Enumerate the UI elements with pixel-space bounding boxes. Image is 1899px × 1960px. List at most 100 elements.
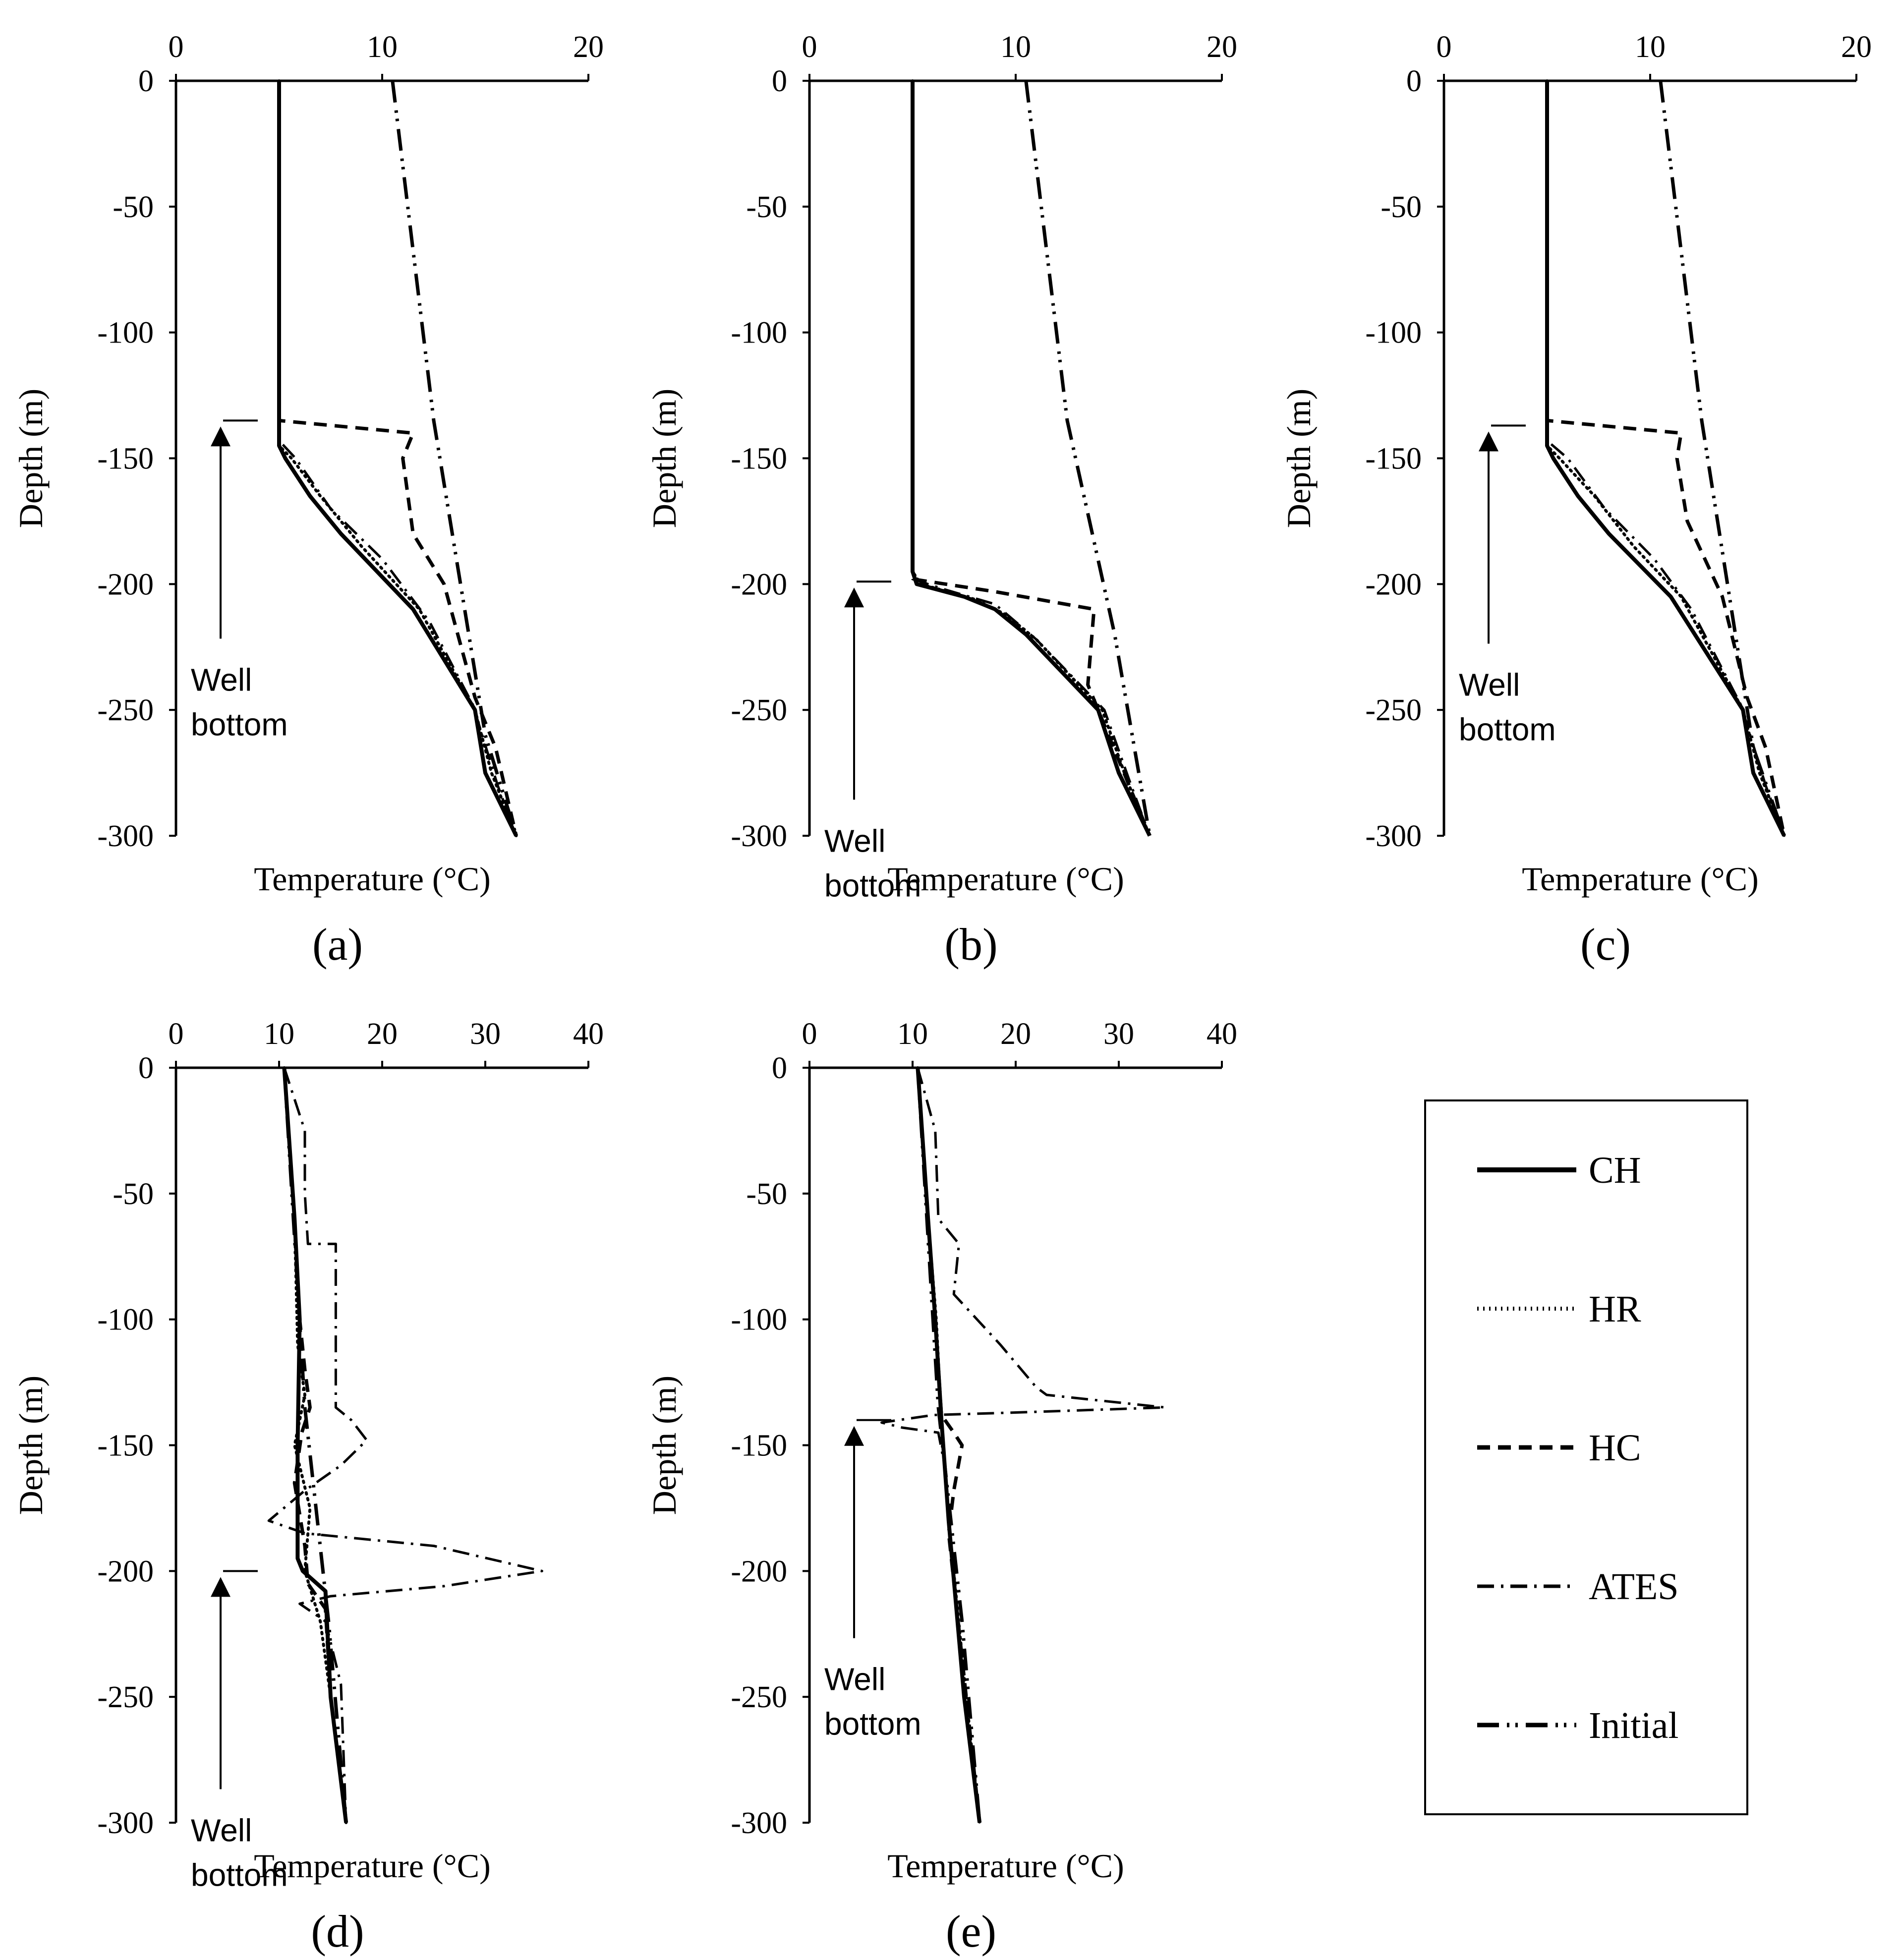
legend-label-ch: CH [1589,1150,1641,1191]
x-tick-label: 40 [573,1017,604,1051]
series-line-ch [282,1067,348,1823]
series-line-initial [282,1067,348,1823]
y-tick-label: -100 [731,1303,787,1337]
y-tick-label: -150 [97,1429,154,1463]
x-tick-label: 20 [573,30,604,64]
series-line-ch [911,81,1151,837]
legend-label-initial: Initial [1589,1705,1679,1746]
y-tick-label: -150 [97,442,154,476]
series-line-ch [916,1067,982,1823]
y-tick-label: -50 [1381,190,1422,224]
y-tick-label: -100 [97,316,154,350]
y-tick-label: -250 [1365,693,1422,727]
well-bottom-label-line1: Well [191,1812,252,1848]
y-tick-label: -300 [731,819,787,853]
series-line-ch [1545,81,1786,837]
chart-panel-2: 0 10 20 0 -50 -100 -150 -200 -250 -300 Temperature… [645,30,1237,970]
series-line-ates [1546,81,1785,836]
x-axis-title: Temperature (°C) [887,1847,1124,1885]
y-tick-label: 0 [1406,64,1422,98]
y-axis-title: Depth (m) [12,1376,50,1515]
y-tick-label: -300 [731,1806,787,1840]
y-axis-title: Depth (m) [645,1376,683,1515]
series-line-initial [916,1067,981,1823]
y-tick-label: -50 [113,1177,154,1211]
y-tick-label: -150 [731,442,787,476]
arrow-head-icon [1479,431,1498,452]
series-line-ates [911,81,1151,836]
well-bottom-label-line1: Well [824,1662,885,1697]
well-bottom-label-line1: Well [191,662,252,697]
series-line-ch [277,81,518,837]
series-line-initial [1024,80,1151,836]
series-line-hr [911,79,1151,837]
well-bottom-label-line2: bottom [824,1706,921,1742]
y-tick-label: -300 [97,1806,154,1840]
arrow-head-icon [211,426,230,447]
series-line-initial [391,80,518,837]
y-tick-label: -100 [731,316,787,350]
chart-panel-5: 0 10 20 30 40 0 -50 -100 -150 -200 -250 -300 Tempera… [645,1017,1237,1957]
y-tick-label: -200 [1365,568,1422,601]
y-tick-label: -100 [1365,316,1422,350]
x-axis-title: Temperature (°C) [1522,860,1758,898]
series-line-hc [916,1067,981,1823]
series-line-hr [278,79,518,837]
x-axis-title: Temperature (°C) [887,860,1124,898]
x-tick-label: 40 [1207,1017,1237,1051]
panel-label: (c) [1580,919,1631,970]
chart-panel-4: 0 10 20 30 40 0 -50 -100 -150 -200 -250 -300 Tempera… [12,1017,604,1957]
legend: CH HR HC ATES Initial [1424,1099,1748,1815]
y-tick-label: -250 [731,693,787,727]
y-tick-label: -50 [746,1177,787,1211]
x-tick-label: 0 [802,30,817,64]
x-tick-label: 10 [367,30,398,64]
x-tick-label: 10 [1635,30,1666,64]
x-tick-label: 10 [264,1017,294,1051]
arrow-head-icon [844,1426,864,1446]
y-tick-label: -50 [113,190,154,224]
x-tick-label: 30 [1103,1017,1134,1051]
x-axis-title: Temperature (°C) [254,860,490,898]
legend-label-hr: HR [1589,1288,1641,1330]
y-tick-label: -250 [97,693,154,727]
y-tick-label: -300 [97,819,154,853]
well-bottom-label-line2: bottom [1459,712,1556,748]
y-tick-label: 0 [138,1051,154,1085]
y-tick-label: -250 [97,1680,154,1714]
series-line-hc [911,81,1151,837]
well-bottom-label-line2: bottom [191,1857,288,1893]
panel-label: (e) [946,1906,996,1957]
y-tick-label: -150 [1365,442,1422,476]
x-tick-label: 20 [1000,1017,1031,1051]
panel-label: (d) [311,1906,364,1957]
y-tick-label: 0 [772,64,787,98]
y-tick-label: -250 [731,1680,787,1714]
series-line-initial [1659,80,1786,837]
y-tick-label: 0 [138,64,154,98]
well-bottom-label-line2: bottom [191,706,288,742]
y-tick-label: -200 [97,568,154,601]
x-tick-label: 0 [169,1017,184,1051]
x-tick-label: 30 [470,1017,501,1051]
y-tick-label: -200 [97,1555,154,1588]
arrow-head-icon [211,1577,230,1597]
chart-panel-3: 0 10 20 0 -50 -100 -150 -200 -250 -300 Temperature… [1280,30,1872,970]
y-axis-title: Depth (m) [12,389,50,528]
panel-label: (b) [944,919,997,970]
x-tick-label: 10 [897,1017,928,1051]
well-bottom-label-line2: bottom [824,867,921,903]
x-tick-label: 10 [1000,30,1031,64]
legend-label-ates: ATES [1589,1566,1679,1608]
series-line-hc [277,81,518,836]
legend-label-hc: HC [1589,1427,1641,1469]
x-tick-label: 20 [367,1017,398,1051]
y-tick-label: -200 [731,1555,787,1588]
y-axis-title: Depth (m) [645,389,683,528]
series-line-hc [1545,81,1786,836]
arrow-head-icon [844,587,864,608]
x-tick-label: 20 [1207,30,1237,64]
x-tick-label: 0 [1437,30,1452,64]
well-bottom-label-line1: Well [1459,667,1520,703]
